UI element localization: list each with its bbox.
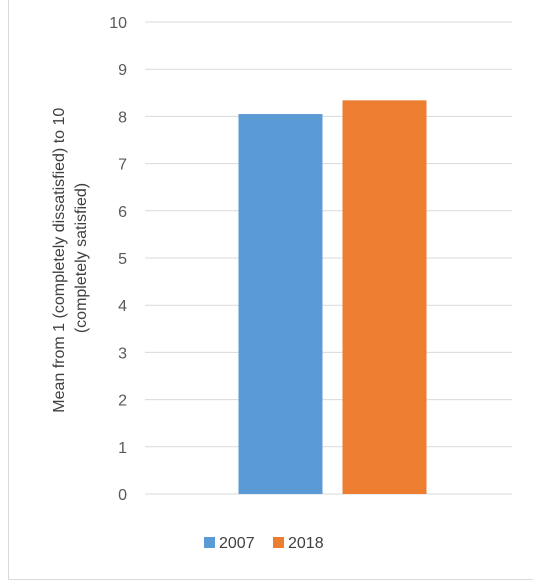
- legend-swatch-2018: [273, 537, 284, 548]
- y-tick-label: 0: [118, 487, 127, 504]
- bar-2018: [342, 100, 427, 495]
- y-axis-label-line-1: Mean from 1 (completely dissatisfied) to…: [51, 108, 68, 413]
- bar-2007: [238, 114, 323, 494]
- y-tick-label: 9: [118, 62, 127, 79]
- chart-frame: [8, 0, 533, 580]
- y-tick-label: 10: [109, 15, 127, 32]
- y-tick-label: 8: [118, 109, 127, 126]
- y-axis-ticks: 0 1 2 3 4 5 6 7 8 9 10: [109, 15, 127, 504]
- legend-swatch-2007: [204, 537, 215, 548]
- y-axis-label-line-2: (completely satisfied): [73, 183, 90, 333]
- y-tick-label: 6: [118, 204, 127, 221]
- gridlines: [145, 21, 512, 495]
- legend-label-2007: 2007: [219, 535, 255, 552]
- bars: [238, 100, 427, 495]
- y-tick-label: 3: [118, 345, 127, 362]
- y-tick-label: 7: [118, 157, 127, 174]
- y-tick-label: 5: [118, 251, 127, 268]
- y-tick-label: 4: [118, 298, 127, 315]
- y-tick-label: 2: [118, 393, 127, 410]
- y-axis-label: Mean from 1 (completely dissatisfied) to…: [51, 103, 90, 412]
- legend-label-2018: 2018: [288, 535, 324, 552]
- legend: 2007 2018: [204, 535, 324, 552]
- y-tick-label: 1: [118, 440, 127, 457]
